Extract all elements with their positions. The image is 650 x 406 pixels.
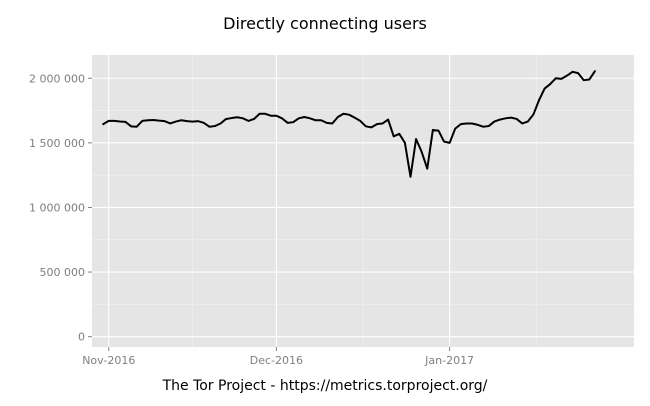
y-axis: 0 500 000 1 000 000 1 500 000 2 000 000 [29, 72, 92, 344]
x-tick-label: Dec-2016 [250, 354, 303, 367]
y-tick-label: 1 500 000 [29, 137, 85, 150]
y-tick-label: 0 [78, 331, 85, 344]
chart-title: Directly connecting users [223, 14, 427, 33]
y-tick-label: 500 000 [40, 266, 86, 279]
x-tick-label: Nov-2016 [82, 354, 135, 367]
series-layer [102, 70, 596, 178]
major-gridlines [92, 55, 634, 347]
source-caption: The Tor Project - https://metrics.torpro… [162, 378, 488, 394]
x-axis: Nov-2016 Dec-2016 Jan-2017 [82, 347, 474, 367]
y-tick-label: 1 000 000 [29, 201, 85, 214]
x-tick-label: Jan-2017 [424, 354, 474, 367]
series-line-0 [102, 70, 596, 178]
minor-gridlines [92, 55, 634, 347]
y-tick-label: 2 000 000 [29, 72, 85, 85]
